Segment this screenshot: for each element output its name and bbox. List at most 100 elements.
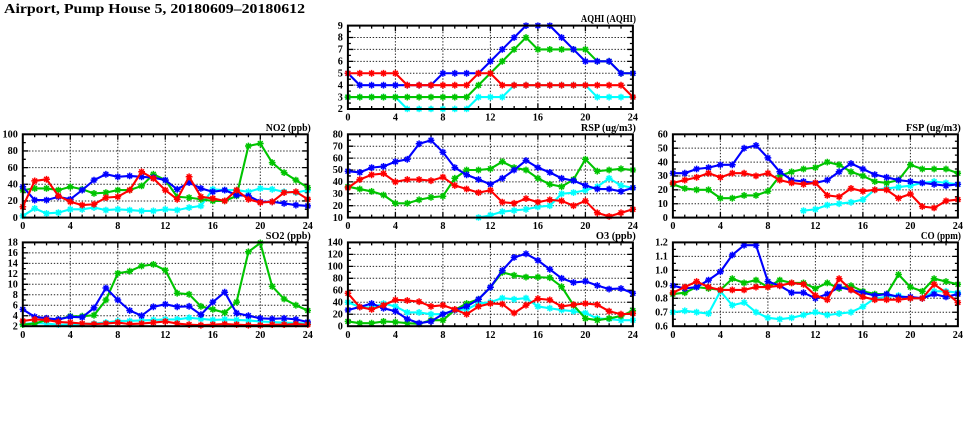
svg-text:16: 16 [8, 248, 18, 259]
svg-text:0: 0 [670, 221, 675, 232]
svg-text:24: 24 [628, 113, 638, 124]
svg-text:30: 30 [658, 171, 668, 182]
svg-text:10: 10 [333, 213, 343, 224]
svg-text:7: 7 [338, 45, 343, 56]
svg-text:2: 2 [338, 104, 343, 115]
svg-text:18: 18 [8, 238, 18, 249]
svg-text:2: 2 [13, 321, 18, 332]
svg-text:70: 70 [333, 141, 343, 152]
svg-text:FSP (ug/m3): FSP (ug/m3) [906, 123, 961, 134]
svg-text:0: 0 [20, 221, 25, 232]
svg-text:40: 40 [333, 297, 343, 308]
svg-text:O3 (ppb): O3 (ppb) [596, 231, 636, 242]
svg-text:12: 12 [485, 113, 495, 124]
svg-text:0: 0 [670, 330, 675, 341]
svg-text:16: 16 [858, 330, 868, 341]
svg-text:20: 20 [580, 330, 590, 341]
svg-text:16: 16 [533, 113, 543, 124]
svg-text:1.0: 1.0 [655, 266, 668, 277]
svg-text:8: 8 [13, 290, 18, 301]
svg-text:4: 4 [393, 221, 398, 232]
svg-text:CO (ppm): CO (ppm) [921, 231, 961, 242]
svg-text:12: 12 [810, 221, 820, 232]
svg-text:12: 12 [8, 269, 18, 280]
svg-text:6: 6 [13, 300, 18, 311]
svg-text:4: 4 [68, 221, 73, 232]
svg-text:6: 6 [338, 57, 343, 68]
svg-text:60: 60 [333, 285, 343, 296]
svg-text:24: 24 [628, 221, 638, 232]
svg-text:0: 0 [345, 330, 350, 341]
svg-text:40: 40 [333, 177, 343, 188]
svg-text:8: 8 [440, 113, 445, 124]
svg-text:100: 100 [3, 130, 18, 141]
svg-text:16: 16 [208, 221, 218, 232]
svg-text:20: 20 [8, 196, 18, 207]
svg-text:140: 140 [328, 238, 343, 249]
svg-text:8: 8 [115, 221, 120, 232]
svg-text:8: 8 [765, 330, 770, 341]
svg-text:SO2 (ppb): SO2 (ppb) [266, 231, 311, 242]
svg-text:8: 8 [338, 33, 343, 44]
svg-text:8: 8 [440, 221, 445, 232]
svg-text:20: 20 [255, 330, 265, 341]
svg-text:120: 120 [328, 250, 343, 261]
svg-text:4: 4 [13, 311, 18, 322]
svg-text:3: 3 [338, 92, 343, 103]
svg-text:0: 0 [13, 213, 18, 224]
svg-text:0: 0 [338, 321, 343, 332]
svg-text:8: 8 [115, 330, 120, 341]
svg-text:12: 12 [160, 221, 170, 232]
svg-text:16: 16 [533, 221, 543, 232]
svg-text:4: 4 [718, 221, 723, 232]
svg-text:12: 12 [160, 330, 170, 341]
svg-text:20: 20 [255, 221, 265, 232]
svg-text:4: 4 [718, 330, 723, 341]
svg-text:12: 12 [485, 330, 495, 341]
svg-text:50: 50 [333, 165, 343, 176]
svg-text:4: 4 [338, 80, 343, 91]
svg-text:14: 14 [8, 259, 18, 270]
svg-text:20: 20 [905, 221, 915, 232]
svg-text:0.8: 0.8 [655, 293, 668, 304]
svg-text:0: 0 [663, 213, 668, 224]
svg-text:5: 5 [338, 68, 343, 79]
svg-text:NO2 (ppb): NO2 (ppb) [266, 123, 311, 134]
svg-text:4: 4 [393, 330, 398, 341]
svg-text:20: 20 [580, 113, 590, 124]
svg-text:8: 8 [440, 330, 445, 341]
svg-text:AQHI (AQHI): AQHI (AQHI) [581, 14, 636, 25]
svg-text:8: 8 [765, 221, 770, 232]
svg-text:40: 40 [658, 157, 668, 168]
svg-text:Airport, Pump House 5, 2018060: Airport, Pump House 5, 20180609–20180612 [4, 1, 305, 16]
svg-text:24: 24 [628, 330, 638, 341]
svg-text:10: 10 [8, 280, 18, 291]
svg-text:24: 24 [303, 221, 313, 232]
svg-text:40: 40 [8, 179, 18, 190]
svg-text:20: 20 [333, 201, 343, 212]
svg-text:RSP (ug/m3): RSP (ug/m3) [581, 123, 636, 134]
svg-text:0.6: 0.6 [655, 321, 668, 332]
svg-text:24: 24 [953, 221, 963, 232]
svg-text:16: 16 [533, 330, 543, 341]
svg-text:80: 80 [8, 146, 18, 157]
svg-text:20: 20 [333, 309, 343, 320]
svg-text:20: 20 [905, 330, 915, 341]
svg-text:10: 10 [658, 199, 668, 210]
svg-text:30: 30 [333, 189, 343, 200]
svg-text:80: 80 [333, 130, 343, 141]
svg-text:24: 24 [303, 330, 313, 341]
svg-text:20: 20 [580, 221, 590, 232]
svg-text:4: 4 [68, 330, 73, 341]
svg-text:60: 60 [658, 130, 668, 141]
svg-text:1.1: 1.1 [655, 252, 668, 263]
svg-text:4: 4 [393, 113, 398, 124]
svg-text:80: 80 [333, 274, 343, 285]
svg-text:12: 12 [485, 221, 495, 232]
svg-text:24: 24 [953, 330, 963, 341]
svg-text:12: 12 [810, 330, 820, 341]
svg-text:16: 16 [208, 330, 218, 341]
svg-text:0: 0 [20, 330, 25, 341]
svg-text:1.2: 1.2 [655, 238, 668, 249]
svg-text:0: 0 [345, 221, 350, 232]
